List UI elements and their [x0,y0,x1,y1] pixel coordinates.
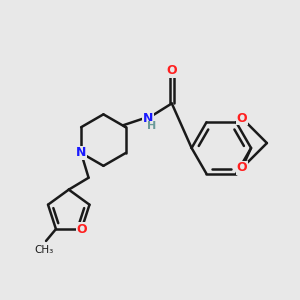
Text: O: O [237,161,248,174]
Text: N: N [76,146,86,160]
Text: O: O [237,112,248,125]
Text: O: O [76,223,87,236]
Text: O: O [167,64,177,77]
Text: CH₃: CH₃ [34,245,54,255]
Text: N: N [143,112,153,125]
Text: H: H [147,121,157,131]
